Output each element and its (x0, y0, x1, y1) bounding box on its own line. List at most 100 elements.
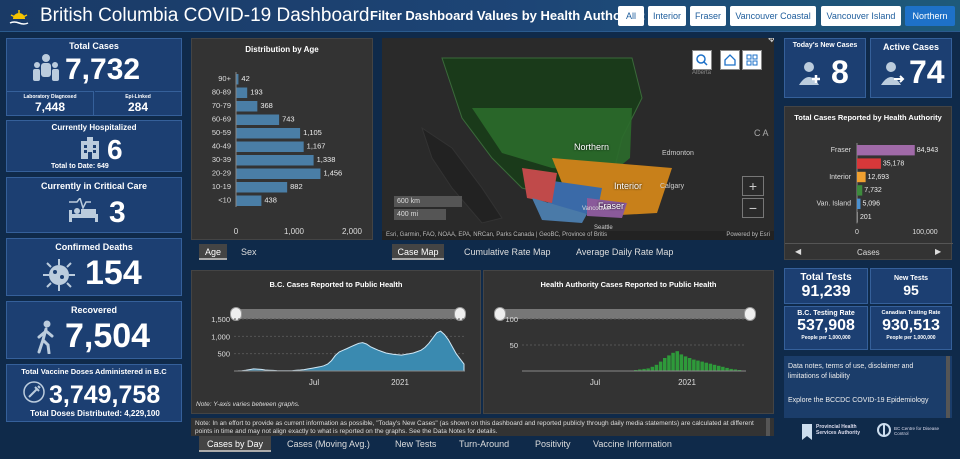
chart-next-button[interactable]: ▶ (935, 247, 942, 256)
ha-slider-start-handle[interactable] (494, 307, 506, 321)
tab-positivity[interactable]: Positivity (535, 439, 571, 449)
yaxis-note: Note: Y-axis varies between graphs. (196, 401, 300, 408)
tab-case-map[interactable]: Case Map (392, 244, 444, 260)
tab-age[interactable]: Age (199, 244, 227, 260)
filter-interior-button[interactable]: Interior (648, 6, 686, 26)
bc-slider-end-handle[interactable] (454, 307, 466, 321)
canada-testing-rate-value: 930,513 (882, 317, 940, 334)
bccdc-logo-text: BC Centre for Disease Control (894, 426, 940, 436)
tab-cumulative-rate-map[interactable]: Cumulative Rate Map (464, 247, 551, 257)
age-bar (236, 168, 321, 179)
ha-category-label: Interior (829, 174, 851, 181)
age-x-tick: 1,000 (284, 227, 305, 236)
tab-average-daily-rate-map[interactable]: Average Daily Rate Map (576, 247, 674, 257)
chart-prev-button[interactable]: ◀ (795, 247, 802, 256)
age-chart-title: Distribution by Age (245, 45, 319, 54)
map-label-fraser: Fraser (598, 201, 625, 211)
ha-bar-value: 35,178 (883, 160, 905, 167)
data-notes-link[interactable]: Data notes, terms of use, disclaimer and… (788, 363, 914, 380)
epidemiology-link[interactable]: Explore the BCCDC COVID-19 Epidemiology (788, 397, 929, 404)
tab-cases-by-day[interactable]: Cases by Day (199, 436, 271, 452)
hospitalized-value: 6 (107, 134, 123, 165)
phsa-logo-text: Provincial Health Services Authority (816, 424, 860, 436)
phsa-logo-icon (802, 424, 812, 440)
ha-x-tick: 100,000 (912, 229, 937, 236)
map-basemap-button[interactable] (742, 50, 762, 70)
data-notes-panel[interactable]: Data notes, terms of use, disclaimer and… (784, 356, 952, 418)
age-bar (236, 114, 280, 125)
map-label-ca: C A (754, 128, 769, 138)
notes-scrollbar[interactable] (946, 356, 950, 418)
age-bar-value: 1,338 (317, 155, 336, 164)
age-bar (236, 87, 248, 98)
ha-daily-bar (642, 368, 646, 371)
zoom-in-button[interactable]: + (742, 176, 764, 196)
ha-slider-end-handle[interactable] (744, 307, 756, 321)
age-distribution-chart: 90+ 42 80-89 193 70-79 368 60-69 743 50-59 1,105 4… (212, 72, 363, 236)
map-label-northern: Northern (574, 142, 610, 152)
filter-label: Filter Dashboard Values by Health Author… (370, 8, 646, 23)
new-tests-value: 95 (903, 282, 919, 298)
map-home-button[interactable] (720, 50, 740, 70)
deaths-label: Confirmed Deaths (55, 242, 133, 252)
bccdc-logo-icon (877, 423, 891, 437)
map-label-calgary: Calgary (660, 183, 685, 190)
map-canvas (421, 57, 672, 224)
bccdc-logo: BC Centre for Disease Control (876, 422, 952, 446)
ha-daily-bar (725, 367, 729, 371)
tab-vaccine-information[interactable]: Vaccine Information (593, 439, 672, 449)
total-tests-label: Total Tests (800, 272, 852, 283)
zoom-out-button[interactable]: − (742, 198, 764, 218)
new-tests-label: New Tests (893, 275, 929, 282)
ha-daily-x-tick: 2021 (678, 378, 696, 387)
canada-testing-rate-label: Canadian Testing Rate (881, 310, 941, 316)
ha-time-slider[interactable] (498, 309, 750, 319)
ha-daily-bar (646, 368, 650, 371)
epi-linked-label: Epi-Linked (125, 94, 151, 100)
bc-sun-logo-icon (8, 10, 30, 27)
tab-turn-around[interactable]: Turn-Around (459, 439, 510, 449)
bc-testing-rate-card: B.C. Testing Rate 537,908 People per 1,0… (784, 306, 868, 350)
vaccine-label: Total Vaccine Doses Administered in B.C (21, 367, 167, 376)
ha-daily-bar (733, 369, 738, 371)
ha-bar-value: 12,693 (868, 174, 890, 181)
ha-chart-title: Total Cases Reported by Health Authority (794, 113, 942, 122)
filter-vancouver-coastal-button[interactable]: Vancouver Coastal (730, 6, 816, 26)
map-search-button[interactable] (692, 50, 712, 70)
note-scrollbar[interactable] (766, 418, 770, 436)
ha-bar (857, 145, 915, 156)
total-cases-card: Total Cases 7,732 Laboratory Diagnosed 7… (6, 38, 182, 116)
note-panel: Note: In an effort to provide as current… (191, 418, 774, 436)
age-bar-value: 1,167 (307, 142, 326, 151)
filter-fraser-button[interactable]: Fraser (690, 6, 726, 26)
case-map[interactable]: Northern Interior Fraser Vancouver Edmon… (382, 38, 774, 240)
vaccine-icon (23, 381, 45, 403)
epi-linked-box: Epi-Linked 284 (95, 91, 181, 115)
tab-sex[interactable]: Sex (241, 247, 257, 257)
age-bar (236, 128, 301, 139)
age-tab-bar: Age Sex (191, 244, 373, 262)
walking-person-icon (37, 320, 54, 354)
age-bar (236, 101, 258, 112)
hospitalized-label: Currently Hospitalized (51, 123, 137, 132)
canada-testing-rate-card: Canadian Testing Rate 930,513 People per… (870, 306, 952, 350)
filter-vancouver-island-button[interactable]: Vancouver Island (821, 6, 901, 26)
ha-category-label: Van. Island (816, 201, 851, 208)
expand-icon[interactable]: ✥ (768, 38, 774, 44)
filter-all-button[interactable]: All (618, 6, 644, 26)
people-icon (33, 54, 59, 81)
tab-cases-moving-avg[interactable]: Cases (Moving Avg.) (287, 439, 370, 449)
lab-diagnosed-box: Laboratory Diagnosed 7,448 (7, 91, 94, 115)
tab-new-tests[interactable]: New Tests (395, 439, 437, 449)
search-icon (696, 54, 708, 66)
bc-testing-rate-label: B.C. Testing Rate (797, 310, 855, 317)
ha-daily-bar (687, 358, 692, 371)
age-category-label: <10 (218, 196, 231, 205)
filter-northern-button[interactable]: Northern (905, 6, 955, 26)
bc-time-slider[interactable] (234, 309, 460, 319)
ha-bar (857, 198, 861, 209)
ha-bar (857, 158, 881, 169)
map-label-vancouver: Vancouver (582, 206, 611, 212)
bc-slider-start-handle[interactable] (230, 307, 242, 321)
map-label-seattle: Seattle (594, 225, 613, 231)
